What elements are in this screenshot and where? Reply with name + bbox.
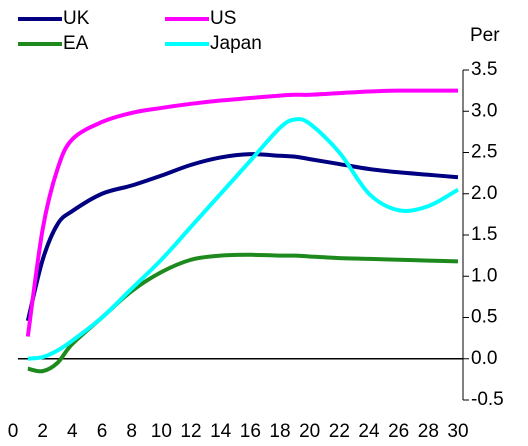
x-tick-label: 26 [388,421,409,441]
y-tick-label: 1.0 [471,265,497,286]
series-line [27,252,459,374]
series-line [25,88,458,337]
y-tick-label: 0.0 [471,348,497,369]
legend-label: EA [63,33,89,54]
y-tick-label: 3.5 [471,59,497,80]
x-tick-label: 28 [418,421,439,441]
series-line [25,152,459,322]
series-line [27,117,460,361]
y-tick-label: 1.5 [471,224,497,245]
x-tick-label: 24 [358,421,380,441]
x-tick-label: 12 [180,421,201,441]
x-tick-label: 20 [299,421,320,441]
x-tick-label: 22 [329,421,350,441]
y-tick-label: 2.5 [471,142,497,163]
x-tick-label: 30 [447,421,468,441]
y-axis-label: Per [470,25,500,46]
y-tick-label: 3.0 [471,100,497,121]
y-tick-label: 0.5 [471,307,497,328]
legend-label: UK [63,8,90,29]
legend-label: US [210,8,236,29]
x-tick-label: 0 [8,421,19,441]
y-tick-label: 2.0 [471,183,497,204]
x-tick-label: 16 [240,421,261,441]
x-tick-label: 18 [269,421,290,441]
x-tick-label: 4 [67,421,78,441]
x-tick-label: 10 [151,421,172,441]
legend-label: Japan [210,33,262,54]
x-tick-label: 8 [126,421,137,441]
x-tick-label: 2 [37,421,48,441]
y-tick-label: -0.5 [471,389,504,410]
x-tick-label: 6 [97,421,108,441]
x-tick-label: 14 [210,421,232,441]
